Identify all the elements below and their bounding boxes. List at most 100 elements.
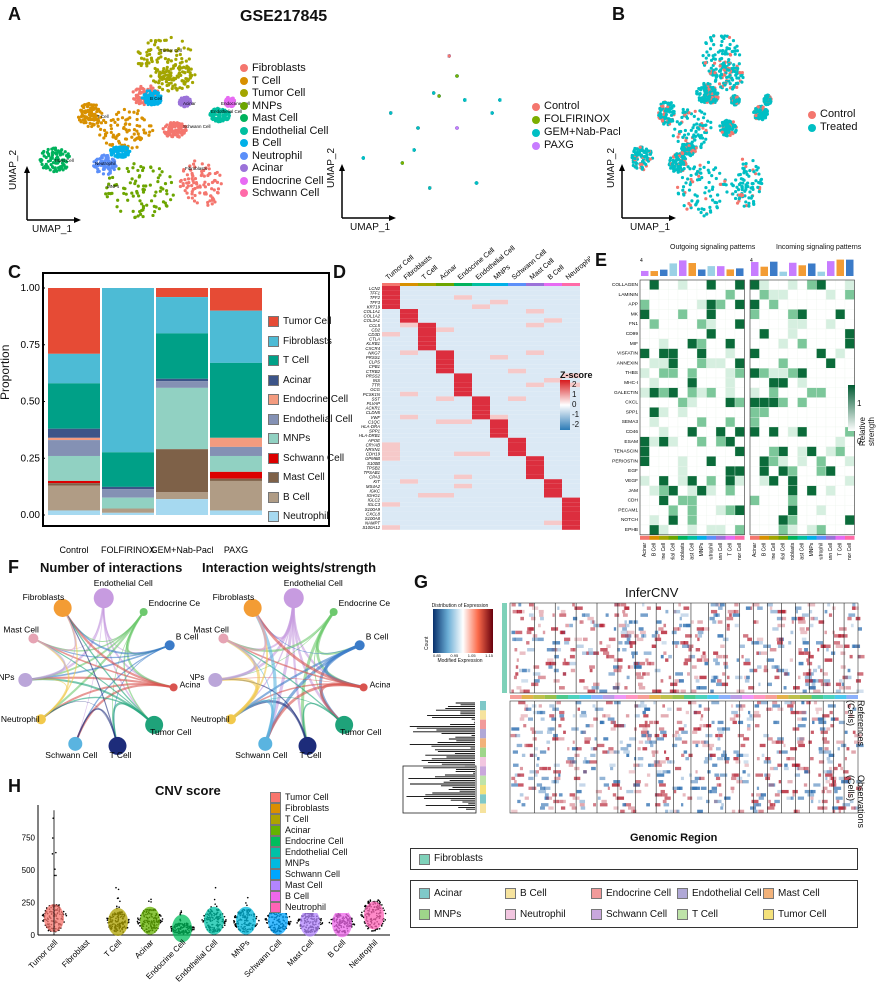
legend-item-treated: Treated: [808, 121, 858, 134]
bar-segment-t-cell: [210, 362, 262, 438]
umap-point: [132, 162, 136, 166]
heatmap-cell: [400, 483, 418, 489]
heatmap-cell: [436, 497, 454, 503]
signal-cell: [687, 358, 698, 369]
umap-point: [130, 191, 134, 195]
heatmap-cell: [382, 447, 400, 452]
umap-point: [689, 177, 693, 182]
heatmap-cell: [508, 405, 526, 411]
umap-point: [694, 134, 698, 139]
heatmap-cell: [454, 520, 472, 526]
heatmap-column-bar: [562, 283, 580, 286]
bar-segment-endothelial-cell: [210, 446, 262, 456]
heatmap-cell: [436, 451, 454, 457]
signal-cell: [639, 319, 650, 330]
heatmap-cell: [508, 286, 526, 291]
heatmap-cell: [526, 309, 544, 314]
umap-point: [124, 122, 128, 126]
heatmap-cell: [472, 483, 490, 489]
umap-point: [698, 171, 702, 175]
heatmap-cell: [508, 460, 526, 466]
heatmap-cell: [400, 479, 418, 484]
signal-cell: [639, 309, 650, 320]
umap-point: [160, 87, 165, 91]
umap-point: [727, 35, 732, 40]
umap-point: [735, 72, 739, 76]
heatmap-cell: [508, 428, 526, 434]
heatmap-cell: [562, 493, 580, 498]
heatmap-cell: [400, 336, 418, 342]
heatmap-cell: [490, 456, 508, 461]
umap-point: [142, 188, 146, 192]
heatmap-cell: [472, 511, 490, 516]
heatmap-gene-label: CLPS: [369, 360, 380, 365]
bar-segment-b-cell: [156, 492, 208, 500]
heatmap-cell: [508, 516, 526, 521]
umap-point: [134, 137, 138, 141]
umap-point: [150, 92, 154, 96]
legend-label: Endocrine Cell: [283, 394, 349, 405]
bar-segment-fibroblasts: [210, 310, 262, 363]
umap-point: [698, 123, 702, 127]
umap-point: [181, 183, 185, 188]
heatmap-cell: [436, 401, 454, 406]
umap-point: [116, 117, 120, 121]
heatmap-cell: [400, 502, 418, 507]
signal-cell: [668, 319, 679, 330]
legend-swatch: [532, 141, 540, 150]
signal-cell: [696, 299, 707, 310]
signal-cell: [649, 328, 660, 339]
signal-cell: [668, 299, 679, 310]
heatmap-cell: [382, 341, 400, 346]
umap-point: [682, 192, 686, 196]
umap-point: [163, 182, 168, 186]
heatmap-cell: [436, 382, 454, 388]
umap-point: [145, 89, 149, 93]
heatmap-cell: [382, 483, 400, 489]
heatmap-cell: [454, 525, 472, 530]
heatmap-cell: [472, 414, 490, 420]
umap-point: [631, 160, 635, 164]
umap-point: [671, 111, 676, 115]
umap-point: [723, 179, 727, 183]
umap-point: [138, 212, 143, 216]
heatmap-cell: [400, 368, 418, 374]
bar-segment-acinar: [156, 378, 208, 382]
heatmap-cell: [454, 516, 472, 521]
heatmap-cell: [544, 405, 562, 411]
heatmap-cell: [454, 286, 472, 291]
umap-point: [136, 184, 140, 188]
heatmap-cell: [544, 391, 562, 397]
umap-point: [691, 148, 695, 152]
umap-point: [128, 116, 132, 120]
signal-cell: [706, 279, 717, 290]
heatmap-cell: [382, 373, 400, 378]
umap-point: [704, 197, 708, 201]
umap-point: [704, 56, 708, 60]
umap-point: [703, 61, 707, 65]
heatmap-cell: [562, 424, 580, 429]
heatmap-cell: [544, 304, 562, 309]
heatmap-cell: [418, 502, 436, 507]
legend-item-tumor-cell: Tumor Cell: [268, 312, 353, 332]
umap-point: [720, 52, 725, 56]
umap-point: [202, 168, 206, 173]
heatmap-gene-label: CDH19: [366, 452, 381, 457]
umap-point: [190, 80, 195, 85]
umap-point: [721, 122, 725, 126]
umap-point: [632, 148, 636, 152]
heatmap-cell: [400, 364, 418, 369]
umap-point: [140, 168, 145, 173]
heatmap-cell: [508, 378, 526, 383]
umap-point: [179, 73, 183, 77]
cluster-label-t-cell: T Cell: [97, 114, 109, 119]
heatmap-gene-label: S100A8: [365, 516, 381, 521]
umap-point: [671, 158, 675, 163]
umap-point: [158, 85, 162, 89]
umap-point: [130, 177, 134, 181]
umap-point: [184, 66, 188, 70]
zscore-tick: -1: [572, 410, 580, 419]
umap-point: [761, 116, 765, 121]
umap-point: [210, 187, 214, 191]
heatmap-cell: [508, 493, 526, 498]
